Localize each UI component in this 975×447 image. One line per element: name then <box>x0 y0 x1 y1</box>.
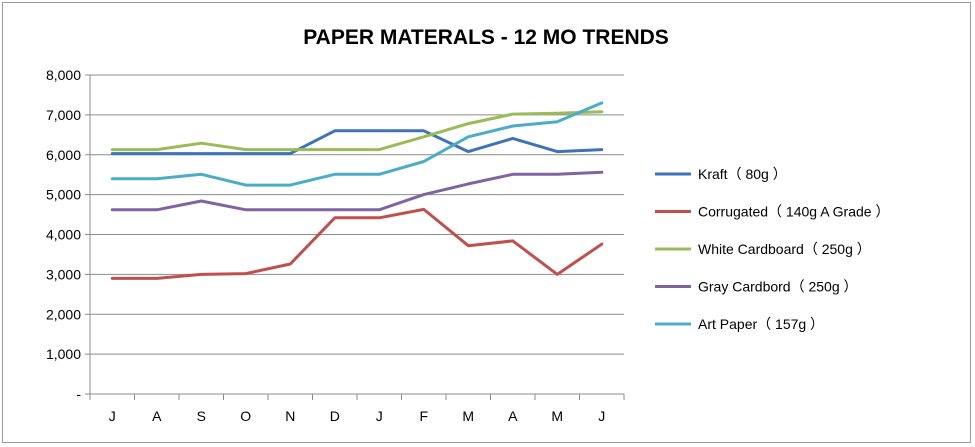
legend: Kraft（ 80g ） Corrugated（ 140g A Grade ） Wh… <box>655 166 889 332</box>
legend-label: Corrugated（ 140g A Grade ） <box>698 204 889 220</box>
x-tick-label: S <box>197 408 206 424</box>
x-tick-label: M <box>462 408 474 424</box>
legend-label: White Cardboard（ 250g ） <box>698 241 871 257</box>
legend-label: Art Paper（ 157g ） <box>698 316 824 332</box>
x-tick-label: N <box>285 408 295 424</box>
legend-item: Kraft（ 80g ） <box>655 166 787 182</box>
y-tick-label: 5,000 <box>46 187 81 203</box>
y-tick-label: 4,000 <box>46 227 81 243</box>
series-lines <box>110 101 604 280</box>
axes: - 1,000 2,000 3,000 4,000 5,000 6,000 7,000 8,00… <box>46 67 625 424</box>
x-tick-label: F <box>419 408 428 424</box>
y-tick-label: 6,000 <box>46 147 81 163</box>
x-tick-label: J <box>109 408 116 424</box>
x-tick-label: M <box>551 408 563 424</box>
x-tick-label: J <box>376 408 383 424</box>
legend-label: Gray Cardbord（ 250g ） <box>698 279 858 295</box>
x-tick-label: J <box>598 408 605 424</box>
series-line-4 <box>110 170 604 212</box>
series-line-1 <box>110 129 604 156</box>
x-tick-label: A <box>508 408 518 424</box>
y-tick-label: 1,000 <box>46 346 81 362</box>
legend-item: Art Paper（ 157g ） <box>655 316 824 332</box>
series-line-3 <box>110 110 604 152</box>
y-tick-label: 2,000 <box>46 306 81 322</box>
series-line-5 <box>110 101 604 187</box>
x-tick-label: D <box>330 408 340 424</box>
x-tick-label: A <box>152 408 162 424</box>
x-tick-label: O <box>240 408 251 424</box>
legend-item: Gray Cardbord（ 250g ） <box>655 279 858 295</box>
legend-item: Corrugated（ 140g A Grade ） <box>655 204 889 220</box>
y-tick-label: 8,000 <box>46 67 81 83</box>
legend-label: Kraft（ 80g ） <box>698 166 787 182</box>
legend-item: White Cardboard（ 250g ） <box>655 241 871 257</box>
series-line-2 <box>110 207 604 280</box>
y-tick-label: - <box>76 386 81 402</box>
y-tick-label: 3,000 <box>46 266 81 282</box>
gridlines <box>90 74 624 355</box>
chart-title: PAPER MATERALS - 12 MO TRENDS <box>303 26 669 49</box>
y-tick-label: 7,000 <box>46 107 81 123</box>
